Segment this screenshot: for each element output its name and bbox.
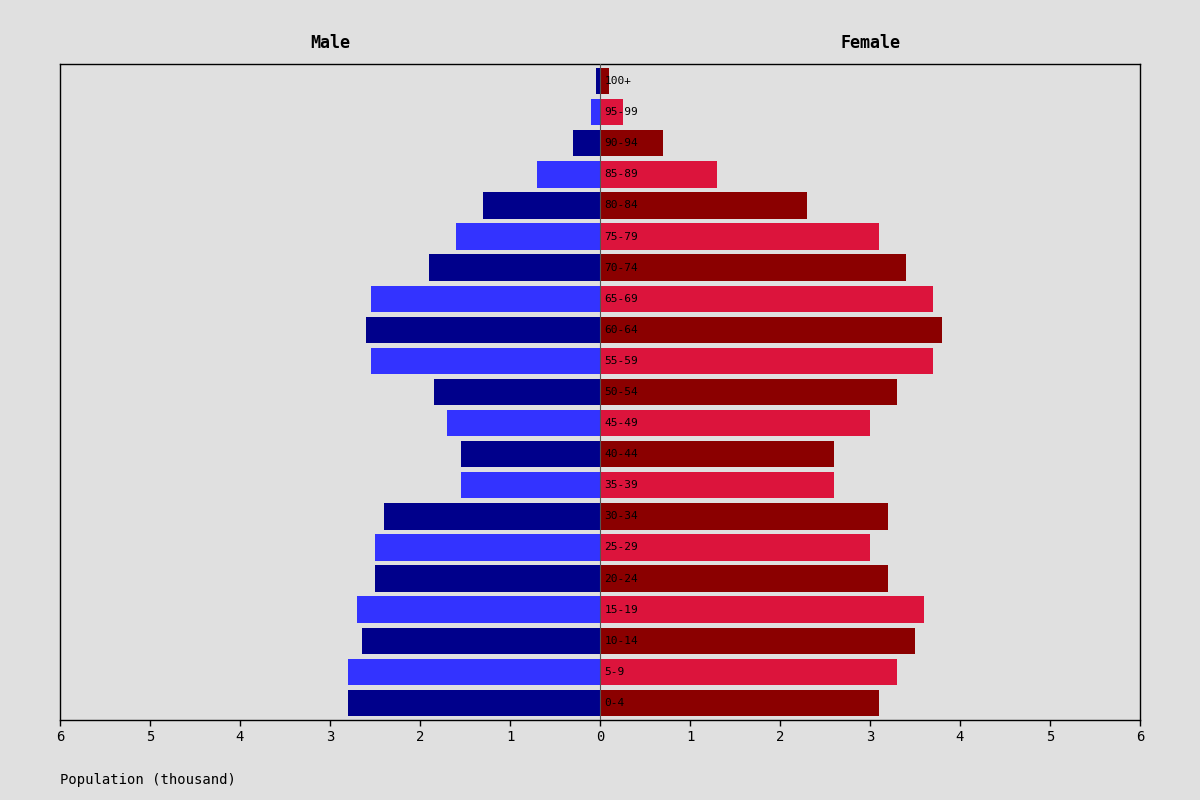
Text: 55-59: 55-59 (605, 356, 638, 366)
Bar (374, 566, 600, 592)
Text: 45-49: 45-49 (605, 418, 638, 428)
Text: 85-89: 85-89 (605, 170, 638, 179)
Text: 75-79: 75-79 (605, 231, 638, 242)
Bar (600, 534, 870, 561)
Bar (574, 130, 600, 157)
Bar (456, 223, 600, 250)
Bar (600, 410, 870, 436)
Text: 80-84: 80-84 (605, 201, 638, 210)
Bar (600, 566, 888, 592)
Bar (600, 348, 934, 374)
Bar (600, 286, 934, 312)
Bar (348, 658, 600, 685)
Bar (371, 286, 600, 312)
Bar (600, 130, 662, 157)
Bar (348, 690, 600, 716)
Bar (600, 99, 623, 126)
Bar (595, 68, 600, 94)
Bar (538, 161, 600, 187)
Text: 5-9: 5-9 (605, 667, 625, 677)
Text: 35-39: 35-39 (605, 480, 638, 490)
Bar (384, 503, 600, 530)
Text: Male: Male (310, 34, 350, 52)
Bar (461, 472, 600, 498)
Bar (600, 472, 834, 498)
Text: 100+: 100+ (605, 76, 631, 86)
Bar (592, 99, 600, 126)
Bar (430, 254, 600, 281)
Text: 10-14: 10-14 (605, 636, 638, 646)
Bar (358, 597, 600, 623)
Text: 70-74: 70-74 (605, 262, 638, 273)
Text: 60-64: 60-64 (605, 325, 638, 335)
Bar (600, 254, 906, 281)
Text: 30-34: 30-34 (605, 511, 638, 522)
Bar (371, 348, 600, 374)
Text: 65-69: 65-69 (605, 294, 638, 304)
Bar (374, 534, 600, 561)
Text: 90-94: 90-94 (605, 138, 638, 148)
Bar (600, 627, 916, 654)
Text: 40-44: 40-44 (605, 449, 638, 459)
Text: Female: Female (840, 34, 900, 52)
Bar (600, 503, 888, 530)
Bar (433, 378, 600, 406)
Bar (600, 690, 878, 716)
Bar (461, 441, 600, 467)
Bar (600, 378, 898, 406)
Bar (600, 161, 718, 187)
Text: 0-4: 0-4 (605, 698, 625, 708)
Text: 20-24: 20-24 (605, 574, 638, 583)
Bar (600, 658, 898, 685)
Text: 25-29: 25-29 (605, 542, 638, 553)
Text: 50-54: 50-54 (605, 387, 638, 397)
Bar (366, 317, 600, 343)
Bar (600, 68, 610, 94)
Bar (600, 597, 924, 623)
Text: Population (thousand): Population (thousand) (60, 773, 236, 787)
Bar (446, 410, 600, 436)
Bar (361, 627, 600, 654)
Text: 95-99: 95-99 (605, 107, 638, 117)
Bar (600, 223, 878, 250)
Bar (600, 192, 808, 218)
Text: 15-19: 15-19 (605, 605, 638, 614)
Bar (600, 317, 942, 343)
Bar (600, 441, 834, 467)
Bar (482, 192, 600, 218)
